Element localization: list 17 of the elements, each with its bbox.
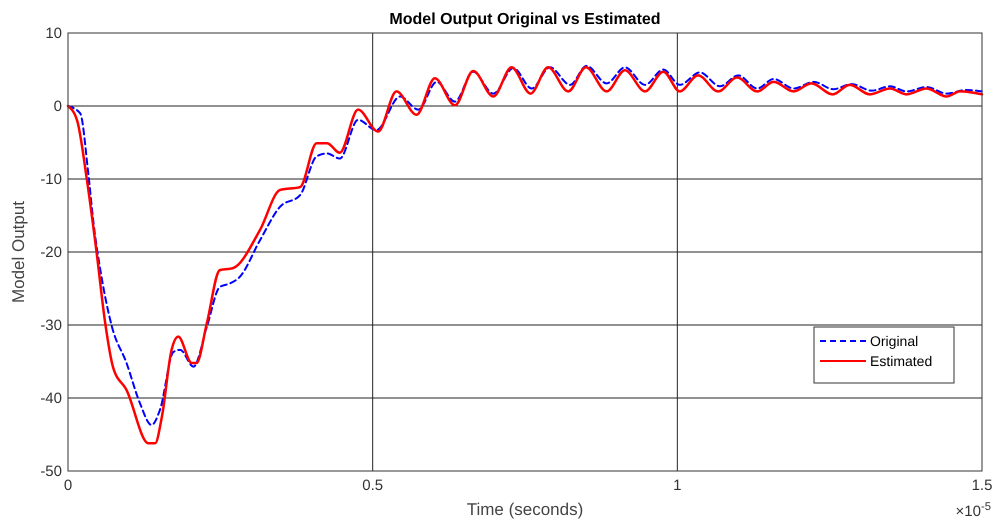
chart-title: Model Output Original vs Estimated [389, 11, 661, 28]
x-axis-title: Time (seconds) [466, 500, 584, 519]
y-tick-label: -10 [40, 171, 62, 188]
y-axis-title: Model Output [9, 200, 28, 304]
x-tick-label: 0 [64, 477, 72, 494]
x-tick-label: 0.5 [362, 477, 384, 494]
text: ×10$^{-5}$ [956, 501, 991, 520]
y-tick-label: -40 [40, 390, 62, 407]
y-tick-label: -20 [40, 244, 62, 261]
x-tick-label: 1 [673, 477, 682, 494]
y-tick-label: 0 [54, 98, 62, 115]
y-tick-label: 10 [45, 25, 62, 42]
legend-label: Estimated [870, 353, 932, 369]
y-tick-label: -30 [40, 317, 62, 334]
y-tick-label: -50 [40, 463, 62, 480]
legend-label: Original [870, 333, 918, 349]
x-tick-label: 1.5 [972, 477, 992, 494]
